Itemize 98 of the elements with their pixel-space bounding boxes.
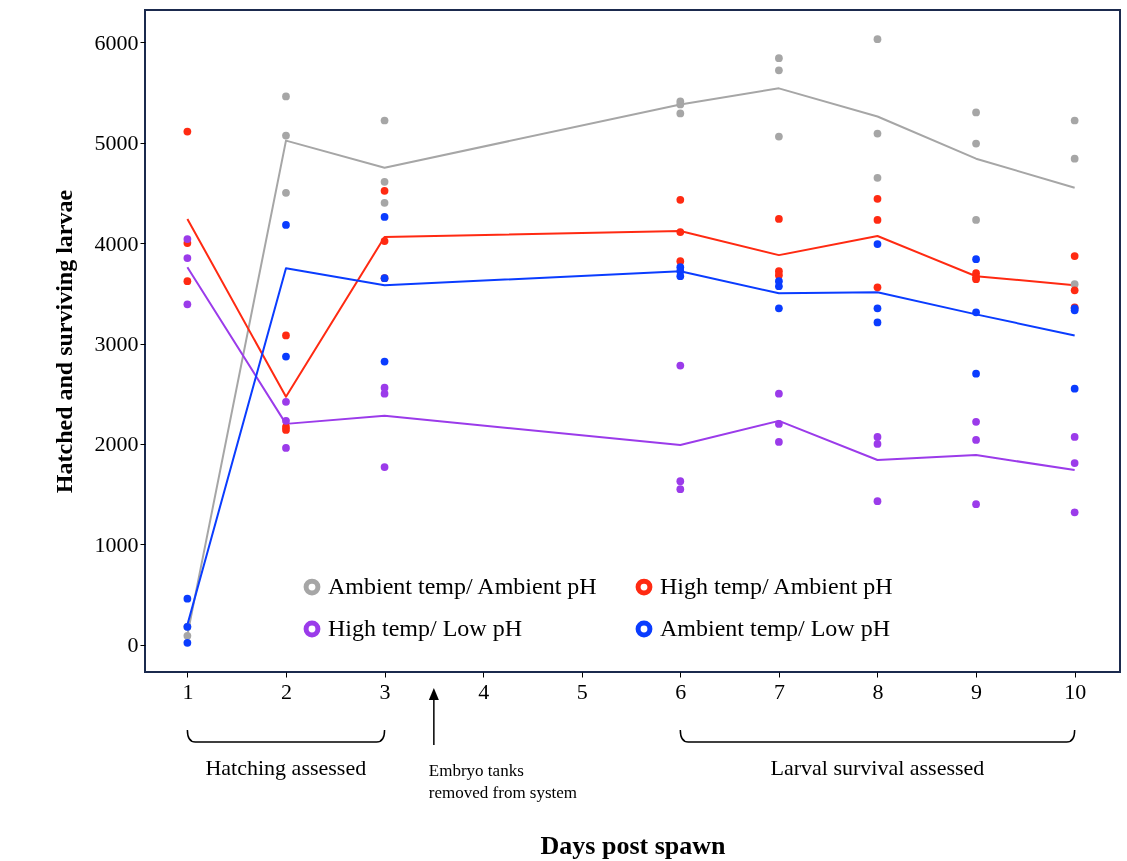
point: [1070, 384, 1079, 393]
point: [775, 389, 783, 398]
point: [972, 500, 980, 509]
point: [775, 54, 783, 63]
point: [183, 631, 192, 640]
point: [775, 420, 783, 428]
point: [873, 173, 882, 182]
point: [676, 477, 685, 485]
x-tick-label: 10: [1064, 678, 1087, 704]
point: [972, 139, 980, 148]
y-tick-label: 3000: [94, 331, 139, 357]
x-tick-label: 3: [379, 678, 391, 704]
x-tick-label: 5: [576, 678, 588, 704]
point: [183, 639, 192, 647]
point: [676, 196, 685, 204]
point: [380, 213, 389, 221]
point: [873, 433, 882, 441]
point: [1070, 116, 1079, 125]
legend-label: High temp/ Ambient pH: [660, 573, 893, 600]
x-axis-title: Days post spawn: [540, 830, 727, 860]
point: [380, 389, 389, 398]
point: [873, 240, 882, 248]
point: [380, 199, 389, 207]
point: [972, 418, 980, 426]
point: [1070, 154, 1079, 163]
point: [1070, 252, 1079, 260]
point: [775, 132, 783, 141]
point: [282, 188, 290, 197]
point: [775, 66, 783, 75]
point: [775, 215, 783, 223]
point: [1070, 459, 1079, 467]
point: [873, 440, 882, 448]
legend-label: High temp/ Low pH: [328, 615, 522, 641]
point: [775, 282, 783, 291]
text: Hatching assessed: [205, 755, 367, 781]
x-tick-label: 9: [971, 678, 983, 704]
point: [972, 436, 980, 444]
x-tick-label: 8: [872, 678, 884, 704]
y-tick-label: 5000: [94, 130, 139, 156]
point: [676, 361, 685, 370]
point: [380, 186, 389, 195]
point: [183, 594, 192, 603]
point: [972, 308, 980, 317]
legend-label: Ambient temp/ Low pH: [660, 615, 890, 641]
y-tick-label: 6000: [94, 29, 139, 55]
point: [873, 216, 882, 224]
y-tick-label: 0: [127, 632, 139, 658]
point: [282, 221, 290, 229]
point: [282, 92, 290, 101]
point: [282, 131, 290, 140]
point: [1070, 286, 1079, 295]
point: [183, 300, 192, 309]
point: [775, 304, 783, 313]
point: [873, 194, 882, 203]
point: [1070, 433, 1079, 441]
point: [676, 272, 685, 281]
point: [183, 254, 192, 262]
point: [282, 417, 290, 425]
point: [972, 216, 980, 224]
point: [380, 237, 389, 245]
point: [380, 357, 389, 366]
point: [676, 109, 685, 118]
point: [972, 369, 980, 378]
point: [282, 352, 290, 361]
point: [183, 127, 192, 136]
text: Larval survival assessed: [770, 755, 985, 781]
x-tick-label: 7: [773, 678, 785, 704]
point: [775, 438, 783, 446]
text: Embryo tanks removed from system: [428, 760, 579, 804]
point: [873, 318, 882, 327]
y-tick-label: 2000: [94, 431, 139, 457]
point: [380, 463, 389, 471]
x-tick-label: 1: [182, 678, 194, 704]
x-tick-label: 4: [478, 678, 490, 704]
point: [380, 177, 389, 186]
legend-label: Ambient temp/ Ambient pH: [328, 573, 597, 600]
y-tick-label: 1000: [94, 531, 139, 557]
y-tick-label: 4000: [94, 230, 139, 256]
point: [873, 497, 882, 506]
line-series: [186, 266, 1076, 472]
point: [873, 304, 882, 313]
x-tick-label: 2: [280, 678, 292, 704]
point: [873, 129, 882, 138]
x-tick-label: 6: [675, 678, 687, 704]
point: [972, 255, 980, 263]
point: [972, 108, 980, 117]
point: [282, 397, 290, 406]
point: [676, 228, 685, 236]
point: [282, 331, 290, 340]
point: [1070, 508, 1079, 517]
point: [183, 277, 192, 286]
point: [873, 35, 882, 43]
point: [873, 283, 882, 292]
point: [282, 444, 290, 452]
y-axis-title: Hatched and surviving larvae: [50, 189, 77, 494]
point: [676, 485, 685, 494]
point: [380, 116, 389, 125]
point: [183, 235, 192, 243]
